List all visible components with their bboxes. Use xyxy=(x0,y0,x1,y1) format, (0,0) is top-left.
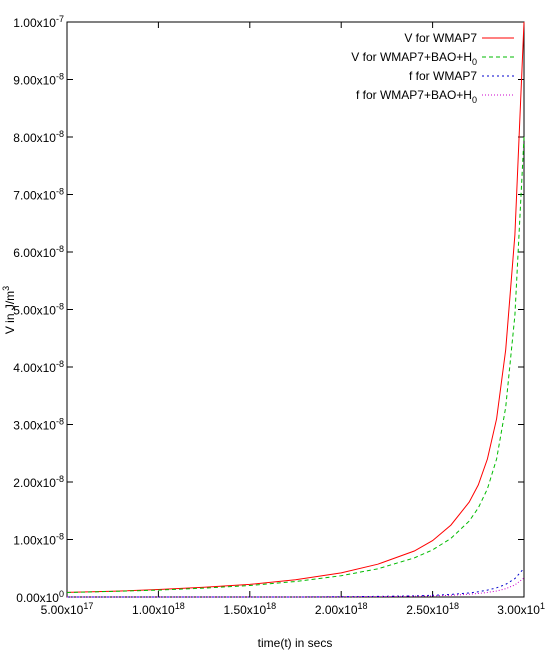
plot-frame xyxy=(66,21,525,598)
x-tick-label-mantissa: 1.50x10 xyxy=(223,603,266,617)
y-tick-label-exponent: -8 xyxy=(56,474,64,484)
series-line-1 xyxy=(66,136,525,593)
y-axis-ticks: 0.00x1001.00x10-82.00x10-83.00x10-84.00x… xyxy=(13,14,524,605)
legend-label-subscript: 0 xyxy=(472,95,477,105)
x-tick-label-mantissa: 5.00x10 xyxy=(41,603,84,617)
x-tick-label: 1.50x1018 xyxy=(223,601,276,617)
legend-label-0: V for WMAP7 xyxy=(404,31,477,45)
y-tick-label-mantissa: 3.00x10 xyxy=(13,419,56,433)
y-tick-label-exponent: -8 xyxy=(56,417,64,427)
legend-label-text: f for WMAP7+BAO+H xyxy=(356,88,472,102)
series-line-3 xyxy=(67,577,525,598)
legend-label-3: f for WMAP7+BAO+H0 xyxy=(356,88,477,105)
y-tick-label-exponent: -8 xyxy=(56,72,64,82)
y-tick-label-mantissa: 1.00x10 xyxy=(13,16,56,30)
y-axis-label: V in J/m3 xyxy=(1,286,17,334)
y-tick-label: 9.00x10-8 xyxy=(13,72,64,88)
legend-label-subscript: 0 xyxy=(472,57,477,67)
x-axis-label: time(t) in secs xyxy=(258,636,333,650)
y-axis-label-text: V in J/m xyxy=(3,291,17,334)
y-tick-label-exponent: -8 xyxy=(56,244,64,254)
x-tick-label-exponent: 18 xyxy=(266,601,276,611)
x-tick-label-exponent: 18 xyxy=(175,601,185,611)
x-axis-ticks: 5.00x1017 1.00x1018 1.50x1018 2.00x1018 2.50… xyxy=(41,22,545,617)
y-tick-label: 6.00x10-8 xyxy=(13,244,64,260)
y-tick-label: 7.00x10-8 xyxy=(13,187,64,203)
y-tick-label-mantissa: 0.00x10 xyxy=(16,591,59,605)
series-line-2 xyxy=(67,567,525,598)
y-tick-label: 3.00x10-8 xyxy=(13,417,64,433)
x-tick-label-exponent: 17 xyxy=(83,601,93,611)
y-tick-label-exponent: -8 xyxy=(56,302,64,312)
legend-label-2: f for WMAP7 xyxy=(409,69,477,83)
y-tick-label-exponent: -8 xyxy=(56,187,64,197)
y-tick-label-exponent: 0 xyxy=(59,589,64,599)
y-axis-label-sup: 3 xyxy=(1,286,11,291)
x-tick-label-exponent: 1 xyxy=(540,601,545,611)
x-tick-label: 5.00x1017 xyxy=(41,601,94,617)
x-tick-label: 2.00x1018 xyxy=(315,601,368,617)
y-tick-label: 1.00x10-7 xyxy=(13,14,64,30)
series-line-0 xyxy=(66,21,525,593)
y-tick-label-mantissa: 9.00x10 xyxy=(13,74,56,88)
x-tick-label-exponent: 18 xyxy=(449,601,459,611)
legend-label-text: V for WMAP7+BAO+H xyxy=(351,50,472,64)
y-tick-label-mantissa: 1.00x10 xyxy=(13,534,56,548)
legend-label-text: f for WMAP7 xyxy=(409,69,477,83)
y-tick-label: 4.00x10-8 xyxy=(13,359,64,375)
legend-label-text: V for WMAP7 xyxy=(404,31,477,45)
x-tick-label: 2.50x1018 xyxy=(406,601,459,617)
y-tick-label-mantissa: 6.00x10 xyxy=(13,246,56,260)
y-tick-label: 2.00x10-8 xyxy=(13,474,64,490)
series-lines xyxy=(66,21,525,598)
legend-label-1: V for WMAP7+BAO+H0 xyxy=(351,50,477,67)
y-tick-label-mantissa: 7.00x10 xyxy=(13,189,56,203)
y-tick-label-mantissa: 4.00x10 xyxy=(13,361,56,375)
y-tick-label-mantissa: 2.00x10 xyxy=(13,476,56,490)
y-tick-label-exponent: -8 xyxy=(56,532,64,542)
x-tick-label-mantissa: 3.00x10 xyxy=(497,603,540,617)
x-tick-label-mantissa: 2.50x10 xyxy=(406,603,449,617)
x-tick-label-exponent: 18 xyxy=(358,601,368,611)
y-tick-label: 8.00x10-8 xyxy=(13,129,64,145)
y-tick-label: 0.00x100 xyxy=(16,589,64,605)
y-tick-label-mantissa: 5.00x10 xyxy=(13,304,56,318)
x-tick-label-mantissa: 1.00x10 xyxy=(132,603,175,617)
x-tick-label: 1.00x1018 xyxy=(132,601,185,617)
x-tick-label: 3.00x101 xyxy=(497,601,545,617)
x-tick-label-mantissa: 2.00x10 xyxy=(315,603,358,617)
y-tick-label-mantissa: 8.00x10 xyxy=(13,131,56,145)
y-tick-label-exponent: -7 xyxy=(56,14,64,24)
y-tick-label: 1.00x10-8 xyxy=(13,532,64,548)
y-tick-label-exponent: -8 xyxy=(56,359,64,369)
y-tick-label: 5.00x10-8 xyxy=(13,302,64,318)
y-tick-label-exponent: -8 xyxy=(56,129,64,139)
